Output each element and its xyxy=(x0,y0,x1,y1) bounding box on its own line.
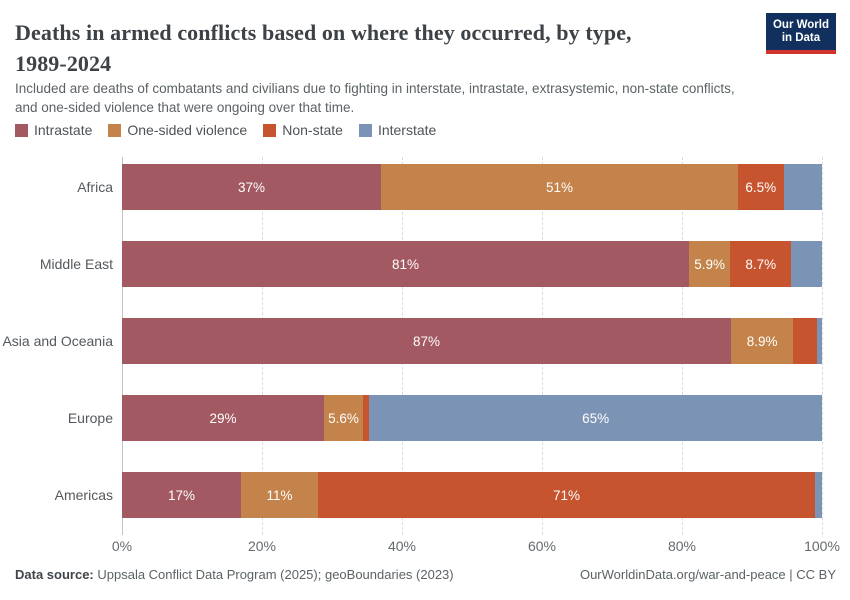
category-label[interactable]: Middle East xyxy=(39,256,113,272)
bar-segment[interactable]: 5.6% xyxy=(323,395,363,441)
legend-item[interactable]: Non-state xyxy=(263,122,343,138)
owid-logo-line1: Our World xyxy=(772,19,829,31)
bar-row: Africa 37% 51% 6.5% xyxy=(77,164,822,210)
bar-segment[interactable]: 5.9% xyxy=(689,241,731,287)
data-source-text: Uppsala Conflict Data Program (2025); ge… xyxy=(93,567,454,582)
data-source-label: Data source: xyxy=(15,567,94,582)
page-title-line2: 1989-2024 xyxy=(15,51,112,76)
bar-segment[interactable]: 6.5% xyxy=(738,164,784,210)
bar-segment[interactable]: 71% xyxy=(318,472,815,518)
legend-swatch-icon xyxy=(15,123,28,137)
segment-value-label: 6.5% xyxy=(745,179,777,195)
segment-value-label: 5.6% xyxy=(328,410,359,426)
bar-segment[interactable] xyxy=(783,164,822,210)
segment-value-label: 51% xyxy=(545,179,574,195)
footer: Data source: Uppsala Conflict Data Progr… xyxy=(15,567,836,582)
legend-label: One-sided violence xyxy=(127,122,248,138)
segment-value-label: 17% xyxy=(167,487,196,503)
segment-value-label: 8.7% xyxy=(745,256,777,272)
bar-row: Americas 17% 11% 71% xyxy=(55,472,822,518)
page-title: Deaths in armed conflicts based on where… xyxy=(15,17,760,79)
bar-segment[interactable] xyxy=(817,318,822,364)
gridline xyxy=(822,157,823,535)
segment-value-label: 71% xyxy=(552,487,581,503)
segment-value-label: 65% xyxy=(582,410,610,426)
x-axis: 0% 20% 40% 60% 80% 100% xyxy=(112,538,840,556)
legend-label: Interstate xyxy=(377,122,437,138)
bar-segment[interactable]: 87% xyxy=(122,318,731,364)
legend-item[interactable]: One-sided violence xyxy=(108,122,247,138)
legend-item[interactable]: Intrastate xyxy=(15,122,92,138)
x-tick-label: 0% xyxy=(111,538,133,554)
bar-row: Europe 29% 5.6% 65% xyxy=(68,395,822,441)
subtitle-line2: and one-sided violence that were ongoing… xyxy=(15,100,355,115)
segment-value-label: 37% xyxy=(237,179,266,195)
x-tick-label: 100% xyxy=(804,538,840,554)
bar-segment[interactable]: 8.7% xyxy=(730,241,792,287)
segment-value-label: 29% xyxy=(209,410,237,426)
bar-segment[interactable] xyxy=(791,241,822,287)
legend-label: Intrastate xyxy=(34,122,93,138)
x-tick-label: 60% xyxy=(527,538,557,554)
x-tick-label: 40% xyxy=(387,538,417,554)
legend-swatch-icon xyxy=(358,123,372,137)
category-label[interactable]: Africa xyxy=(77,179,113,195)
segment-value-label: 5.9% xyxy=(694,256,726,272)
category-label[interactable]: Americas xyxy=(54,487,113,503)
bar-segment[interactable]: 37% xyxy=(122,164,381,210)
segment-value-label: 11% xyxy=(266,487,293,503)
category-label[interactable]: Asia and Oceania xyxy=(2,333,113,349)
attribution-link[interactable]: OurWorldinData.org/war-and-peace | CC BY xyxy=(579,567,836,582)
legend-label: Non-state xyxy=(282,122,343,138)
bar-row: Asia and Oceania 87% 8.9% xyxy=(2,318,822,364)
bar-segment[interactable]: 65% xyxy=(369,395,822,441)
legend-swatch-icon xyxy=(108,123,122,137)
bar-segment[interactable] xyxy=(793,318,818,364)
x-tick-label: 20% xyxy=(247,538,277,554)
category-label[interactable]: Europe xyxy=(67,410,113,426)
segment-value-label: 81% xyxy=(391,256,420,272)
bar-segment[interactable]: 17% xyxy=(122,472,241,518)
bar-segment[interactable]: 8.9% xyxy=(731,318,794,364)
page-title-line1: Deaths in armed conflicts based on where… xyxy=(15,20,632,45)
owid-logo[interactable]: Our World in Data xyxy=(765,13,836,54)
legend: Intrastate One-sided violence Non-state Int… xyxy=(15,122,436,138)
legend-swatch-icon xyxy=(263,123,277,137)
subtitle-line1: Included are deaths of combatants and ci… xyxy=(15,81,735,96)
owid-logo-line2: in Data xyxy=(781,32,821,44)
bar-row: Middle East 81% 5.9% 8.7% xyxy=(40,241,822,287)
legend-item[interactable]: Interstate xyxy=(358,122,437,138)
bar-segment[interactable] xyxy=(362,395,370,441)
data-source: Data source: Uppsala Conflict Data Progr… xyxy=(15,567,454,582)
bar-segment[interactable]: 29% xyxy=(122,395,324,441)
bar-chart: Africa 37% 51% 6.5% Middle East 81% 5.9% 8.7% As… xyxy=(2,164,822,518)
x-tick-label: 80% xyxy=(667,538,697,554)
bar-segment[interactable]: 81% xyxy=(122,241,689,287)
bar-segment[interactable] xyxy=(815,472,822,518)
segment-value-label: 8.9% xyxy=(746,333,778,349)
bar-segment[interactable]: 51% xyxy=(381,164,738,210)
segment-value-label: 87% xyxy=(412,333,441,349)
bar-segment[interactable]: 11% xyxy=(241,472,318,518)
subtitle: Included are deaths of combatants and ci… xyxy=(15,79,827,117)
